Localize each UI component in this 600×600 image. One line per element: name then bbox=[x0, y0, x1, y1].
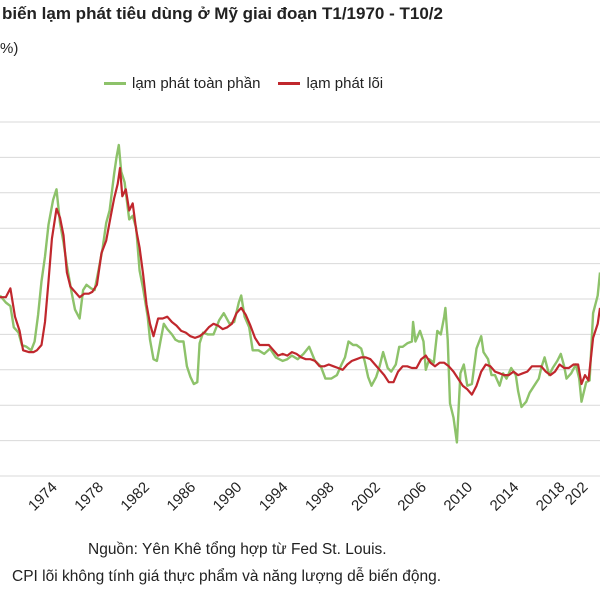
gridlines bbox=[0, 121, 600, 477]
series-lines bbox=[0, 143, 600, 444]
series-line-core bbox=[0, 166, 600, 396]
legend-item-headline: lạm phát toàn phần bbox=[104, 75, 260, 92]
legend-swatch-core bbox=[278, 82, 301, 85]
x-tick-label-9: 2010 bbox=[441, 479, 477, 515]
x-tick-label-2: 1982 bbox=[117, 479, 153, 515]
y-unit-label: %) bbox=[0, 40, 19, 57]
x-tick-label-5: 1994 bbox=[256, 479, 292, 515]
footnote: CPI lõi không tính giá thực phẩm và năng… bbox=[12, 568, 442, 585]
legend: lạm phát toàn phần lạm phát lõi bbox=[104, 75, 401, 92]
x-tick-label-1: 1978 bbox=[71, 479, 107, 515]
x-axis-ticks: 1974 1978 1982 1986 1990 1994 1998 2002 2006 2010… bbox=[25, 479, 591, 515]
x-tick-label-0: 1974 bbox=[25, 479, 61, 515]
x-tick-label-7: 2002 bbox=[348, 479, 384, 515]
x-tick-label-10: 2014 bbox=[487, 479, 523, 515]
x-tick-label-4: 1990 bbox=[210, 479, 246, 515]
source-note: Nguồn: Yên Khê tổng hợp từ Fed St. Louis… bbox=[88, 541, 387, 558]
legend-label-headline: lạm phát toàn phần bbox=[132, 75, 261, 92]
legend-label-core: lạm phát lõi bbox=[306, 75, 384, 92]
x-tick-label-6: 1998 bbox=[302, 479, 338, 515]
chart-title: biến lạm phát tiêu dùng ở Mỹ giai đoạn T… bbox=[2, 4, 443, 23]
x-tick-label-8: 2006 bbox=[394, 479, 430, 515]
legend-item-core: lạm phát lõi bbox=[278, 75, 383, 92]
x-tick-label-12: 202 bbox=[562, 479, 592, 509]
legend-swatch-headline bbox=[104, 82, 126, 85]
x-tick-label-3: 1986 bbox=[164, 479, 200, 515]
